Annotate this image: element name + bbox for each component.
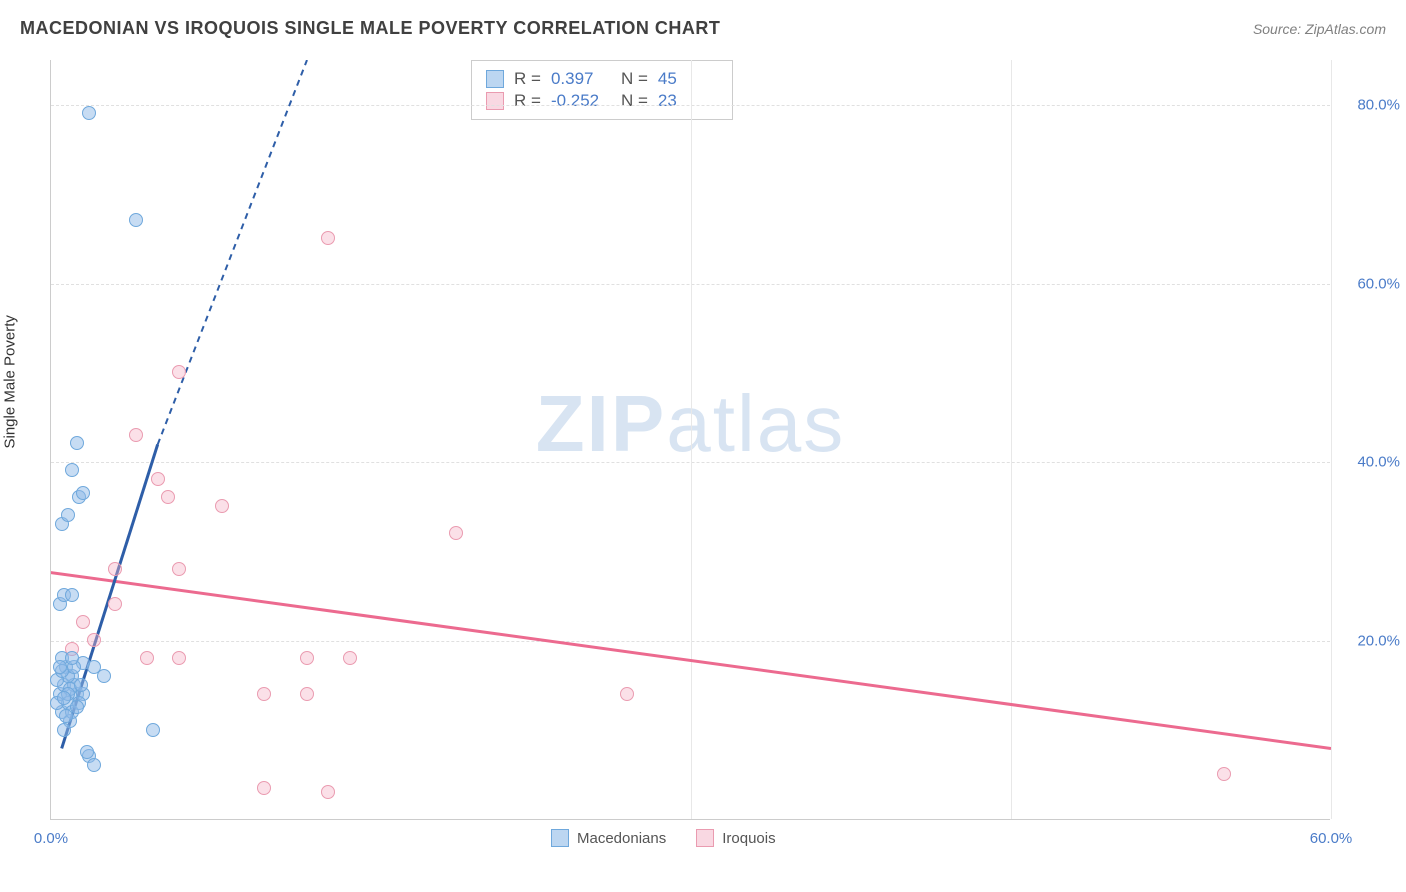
- data-point-iroquois: [76, 615, 90, 629]
- legend-item: Macedonians: [551, 829, 666, 847]
- r-value: -0.252: [551, 91, 611, 111]
- data-point-macedonians: [61, 508, 75, 522]
- series-legend: Macedonians Iroquois: [551, 829, 776, 847]
- data-point-iroquois: [172, 562, 186, 576]
- gridline-v: [1011, 60, 1012, 819]
- data-point-iroquois: [257, 781, 271, 795]
- data-point-macedonians: [53, 660, 67, 674]
- data-point-macedonians: [82, 106, 96, 120]
- y-tick-label: 80.0%: [1340, 96, 1400, 113]
- data-point-iroquois: [108, 597, 122, 611]
- data-point-macedonians: [76, 486, 90, 500]
- data-point-macedonians: [65, 651, 79, 665]
- n-value: 45: [658, 69, 718, 89]
- watermark-zip: ZIP: [536, 379, 666, 468]
- data-point-iroquois: [87, 633, 101, 647]
- r-label: R =: [514, 91, 541, 111]
- legend-swatch-icon: [551, 829, 569, 847]
- data-point-macedonians: [57, 723, 71, 737]
- data-point-iroquois: [129, 428, 143, 442]
- legend-label: Macedonians: [577, 830, 666, 847]
- data-point-iroquois: [321, 231, 335, 245]
- r-value: 0.397: [551, 69, 611, 89]
- data-point-iroquois: [1217, 767, 1231, 781]
- x-tick-label: 60.0%: [1310, 830, 1353, 847]
- data-point-macedonians: [87, 758, 101, 772]
- y-tick-label: 40.0%: [1340, 454, 1400, 471]
- legend-item: Iroquois: [696, 829, 775, 847]
- legend-swatch-icon: [696, 829, 714, 847]
- data-point-iroquois: [449, 526, 463, 540]
- data-point-macedonians: [80, 745, 94, 759]
- y-axis-label: Single Male Poverty: [2, 315, 19, 448]
- source-attribution: Source: ZipAtlas.com: [1253, 21, 1386, 37]
- data-point-macedonians: [129, 213, 143, 227]
- y-tick-label: 60.0%: [1340, 275, 1400, 292]
- data-point-iroquois: [172, 365, 186, 379]
- data-point-iroquois: [300, 687, 314, 701]
- correlation-stats-box: R = 0.397 N = 45 R = -0.252 N = 23: [471, 60, 733, 120]
- legend-swatch-icon: [486, 92, 504, 110]
- data-point-macedonians: [70, 700, 84, 714]
- data-point-iroquois: [300, 651, 314, 665]
- gridline-v: [691, 60, 692, 819]
- chart-title: MACEDONIAN VS IROQUOIS SINGLE MALE POVER…: [20, 18, 720, 39]
- data-point-iroquois: [172, 651, 186, 665]
- data-point-iroquois: [140, 651, 154, 665]
- data-point-iroquois: [151, 472, 165, 486]
- watermark-atlas: atlas: [666, 379, 845, 468]
- y-tick-label: 20.0%: [1340, 633, 1400, 650]
- data-point-macedonians: [70, 436, 84, 450]
- scatter-chart: ZIPatlas R =0.397N =45R =-0.252N =23 Mac…: [50, 60, 1330, 820]
- data-point-macedonians: [97, 669, 111, 683]
- data-point-macedonians: [146, 723, 160, 737]
- data-point-iroquois: [108, 562, 122, 576]
- n-label: N =: [621, 91, 648, 111]
- n-label: N =: [621, 69, 648, 89]
- x-tick-label: 0.0%: [34, 830, 68, 847]
- n-value: 23: [658, 91, 718, 111]
- data-point-iroquois: [215, 499, 229, 513]
- r-label: R =: [514, 69, 541, 89]
- stats-row: R = 0.397 N = 45: [486, 69, 718, 89]
- data-point-macedonians: [57, 691, 71, 705]
- trend-line-macedonians-dashed: [158, 60, 307, 444]
- data-point-iroquois: [161, 490, 175, 504]
- data-point-iroquois: [343, 651, 357, 665]
- data-point-macedonians: [74, 678, 88, 692]
- legend-swatch-icon: [486, 70, 504, 88]
- data-point-iroquois: [620, 687, 634, 701]
- gridline-v: [1331, 60, 1332, 819]
- data-point-iroquois: [257, 687, 271, 701]
- data-point-iroquois: [321, 785, 335, 799]
- legend-label: Iroquois: [722, 830, 775, 847]
- data-point-macedonians: [65, 463, 79, 477]
- data-point-macedonians: [65, 588, 79, 602]
- stats-row: R = -0.252 N = 23: [486, 91, 718, 111]
